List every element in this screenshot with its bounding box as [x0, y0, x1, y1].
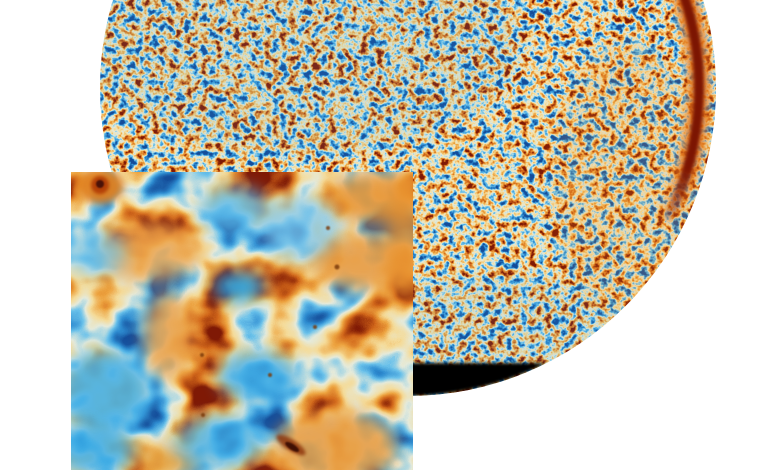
point-source-dot: [326, 226, 330, 230]
warm-blob: [386, 172, 413, 300]
cool-blob-vivid: [213, 272, 265, 302]
bright-point-source: [76, 172, 124, 204]
streak-core: [285, 441, 300, 452]
arc-tail-fleck: [652, 273, 668, 285]
dark-streak-source: [276, 434, 306, 456]
cool-blob: [218, 351, 298, 403]
point-source-dot: [200, 353, 204, 357]
point-source-dot: [201, 413, 205, 417]
cool-blob: [71, 350, 150, 434]
warm-tint: [553, 40, 703, 320]
cool-blob: [200, 186, 270, 234]
warm-blob: [100, 222, 200, 282]
cool-tint: [100, 0, 520, 155]
point-source-dot: [313, 325, 317, 329]
sphere-large-scale-tints: [100, 0, 703, 385]
point-source-dot: [334, 264, 340, 270]
cool-blob: [175, 416, 265, 468]
zoom-inset: [71, 172, 413, 470]
cool-tint: [360, 275, 620, 385]
cool-blob: [260, 196, 340, 260]
cool-blob: [71, 425, 135, 470]
point-source-dot: [268, 373, 272, 377]
inset-cool-blobs: [71, 186, 340, 470]
point-source-core: [96, 180, 104, 188]
warm-blob: [144, 292, 192, 380]
cool-blob: [71, 230, 126, 274]
arc-dark-red-core: [664, 0, 704, 221]
point-source-dots: [200, 226, 340, 417]
